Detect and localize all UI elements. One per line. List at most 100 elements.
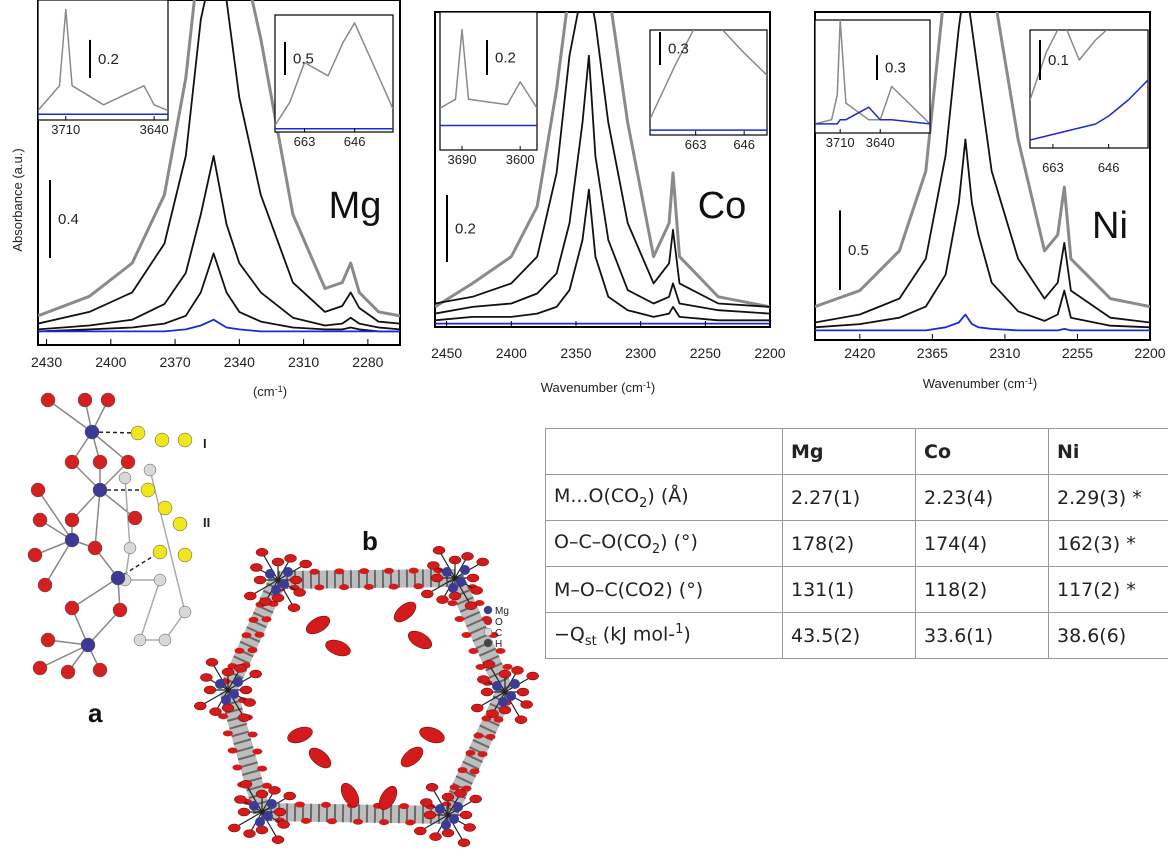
atom-o [288,604,300,612]
atom [155,433,169,447]
atom-o [290,576,302,584]
panel-label: b [362,526,378,556]
atom-o [222,704,234,712]
atom-o [272,836,284,844]
atom-o [327,818,337,824]
atom [33,661,47,675]
atom-o [321,802,331,808]
atom-o [194,702,206,710]
atom-o [232,765,242,771]
text-part: ) [651,380,655,395]
x-tick-label: 2400 [496,345,527,361]
x-tick-label: 2450 [431,345,462,361]
x-axis-label: Wavenumber (cm-1) [541,380,656,395]
text-part: ) [1033,376,1037,391]
atom-o [260,598,272,606]
atom [158,501,172,515]
table-row: M–O–C(CO2) (°)131(1)118(2)117(2) * [546,567,1168,613]
atom-o [206,658,218,666]
row-label: O–C–O(CO2) (°) [546,521,783,567]
table-cell: 117(2) * [1049,567,1168,613]
atom-mg [265,569,275,579]
x-tick-label: 2430 [31,354,62,370]
text-sup: -1 [643,380,651,390]
atom-o [272,594,284,602]
scale-bar-label: 0.2 [455,220,476,237]
x-axis-label: Wavenumber (cm-1) [923,376,1038,391]
atom-o [420,799,432,807]
atom-o [515,716,527,724]
inset-frame [440,12,537,150]
atom-o [364,584,374,590]
atom-mg [279,579,289,589]
atom-o [399,803,409,809]
atom-o [262,616,272,622]
atom [113,603,127,617]
atom [154,574,166,586]
atom-o [455,789,467,797]
bond [95,490,100,548]
atom-o [455,616,465,622]
atom-o [242,632,252,638]
atom-o [278,821,290,829]
atom-mg [498,697,508,707]
atom [41,633,55,647]
atom-mg [510,679,520,689]
atom-o [449,592,461,600]
atom-o [470,768,480,774]
atom-o [244,699,256,707]
text-sup: -1 [1025,376,1033,386]
atom-mg [448,583,458,593]
atom-o [499,670,511,678]
atom-o [458,839,470,847]
atom [78,393,92,407]
text-part: ) [683,623,690,645]
atom-o [458,767,468,773]
atom [65,455,79,469]
atom-mg [233,677,243,687]
x-tick-label: 646 [733,137,755,152]
x-tick-label: 2200 [754,345,785,361]
x-tick-label: 2250 [690,345,721,361]
x-tick-label: 646 [1098,160,1120,175]
table-cell: 38.6(6) [1049,613,1168,659]
table-row: M...O(CO2) (Å)2.27(1)2.23(4)2.29(3) * [546,475,1168,521]
co2-oxygen [391,598,420,625]
atom-o [414,827,426,835]
atom [124,542,136,554]
atom-mg [263,811,273,821]
scale-bar-label: 0.3 [668,41,689,58]
text-part: Wavenumber (cm [923,376,1025,391]
atom-o [465,750,475,756]
table-container: MgCoNiM...O(CO2) (Å)2.27(1)2.23(4)2.29(3… [545,428,1168,659]
atom-o [431,574,443,582]
atom-o [339,584,349,590]
x-tick-label: 2255 [1062,345,1093,361]
header-row: MgCoNi [546,429,1168,475]
atom-o [469,648,479,654]
atom-o [527,672,539,680]
atom-o [503,664,513,670]
atom-mg [449,814,459,824]
bond [140,580,160,640]
atom-o [256,826,268,834]
text-part: M...O(CO [554,485,639,507]
x-tick-label: 2300 [625,345,656,361]
atom-mg [229,689,239,699]
atom-o [517,688,529,696]
atom-o [487,710,499,718]
atom-o [254,576,266,584]
atom-o [256,790,268,798]
atom [81,638,95,652]
atom-o [257,766,267,772]
structure-a [28,393,192,679]
x-tick-label: 3640 [140,122,169,137]
atom-mg [255,817,265,827]
atom-o [240,686,252,694]
co2-oxygen [417,724,446,746]
row-label: M–O–C(CO2) (°) [546,567,783,613]
atom-o [477,558,489,566]
atom-o [244,830,256,838]
atom [28,548,42,562]
atom-o [252,749,262,755]
